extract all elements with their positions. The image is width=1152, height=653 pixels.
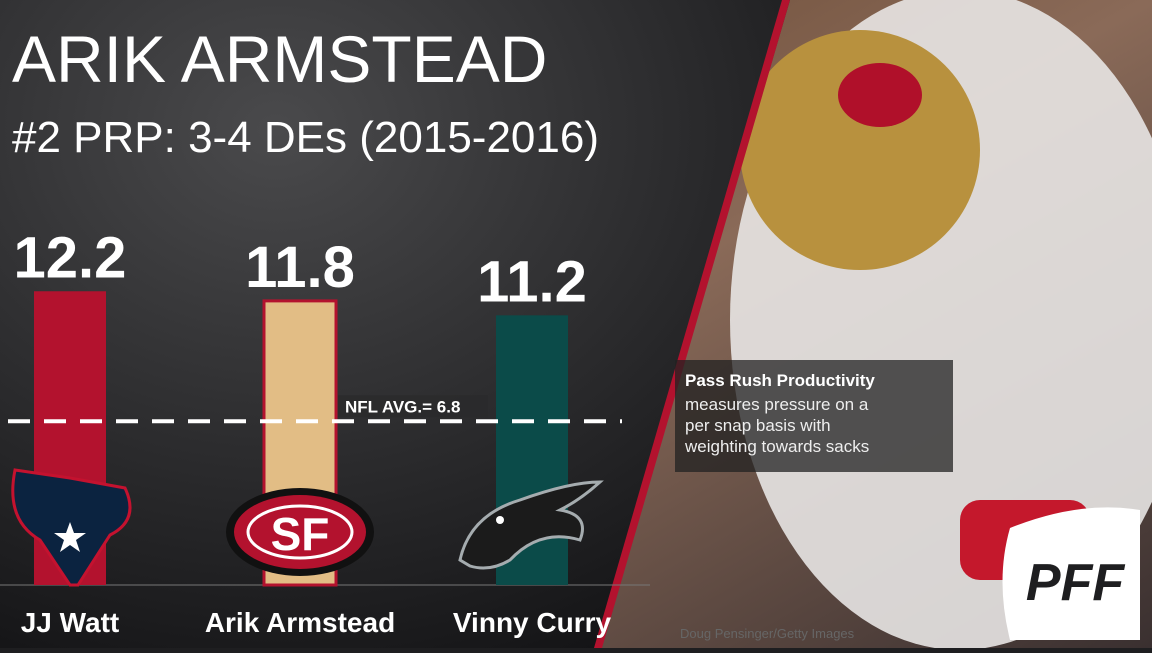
- category-label: JJ Watt: [21, 607, 120, 638]
- texans-logo: [11, 468, 132, 587]
- eagles-logo: [458, 480, 604, 570]
- category-label: Vinny Curry: [453, 607, 612, 638]
- note-box: [675, 360, 953, 472]
- photo-helmet-logo: [838, 63, 922, 127]
- category-label: Arik Armstead: [205, 607, 395, 638]
- note-heading: Pass Rush Productivity: [685, 371, 875, 390]
- pff-text: PFF: [1026, 554, 1125, 612]
- note-text: measures pressure on a per snap basis wit…: [684, 395, 869, 456]
- value-label: 12.2: [14, 225, 127, 290]
- subtitle: #2 PRP: 3-4 DEs (2015-2016): [12, 113, 599, 162]
- photo-credit: Doug Pensinger/Getty Images: [680, 626, 855, 641]
- photo-helmet: [740, 30, 980, 270]
- svg-text:SF: SF: [271, 508, 330, 560]
- value-label: 11.8: [245, 235, 355, 300]
- reference-label: NFL AVG.= 6.8: [345, 397, 460, 416]
- 49ers-logo: SF: [226, 488, 374, 576]
- pff-logo: PFF: [1002, 507, 1140, 640]
- value-label: 11.2: [477, 249, 587, 314]
- bars: 12.2 JJ Watt 11.8 Arik Armstead 11.2 Vinny Cu…: [8, 225, 622, 638]
- divider: [594, 0, 790, 648]
- reference-label-bg: [338, 395, 488, 418]
- title: ARIK ARMSTEAD: [12, 22, 547, 96]
